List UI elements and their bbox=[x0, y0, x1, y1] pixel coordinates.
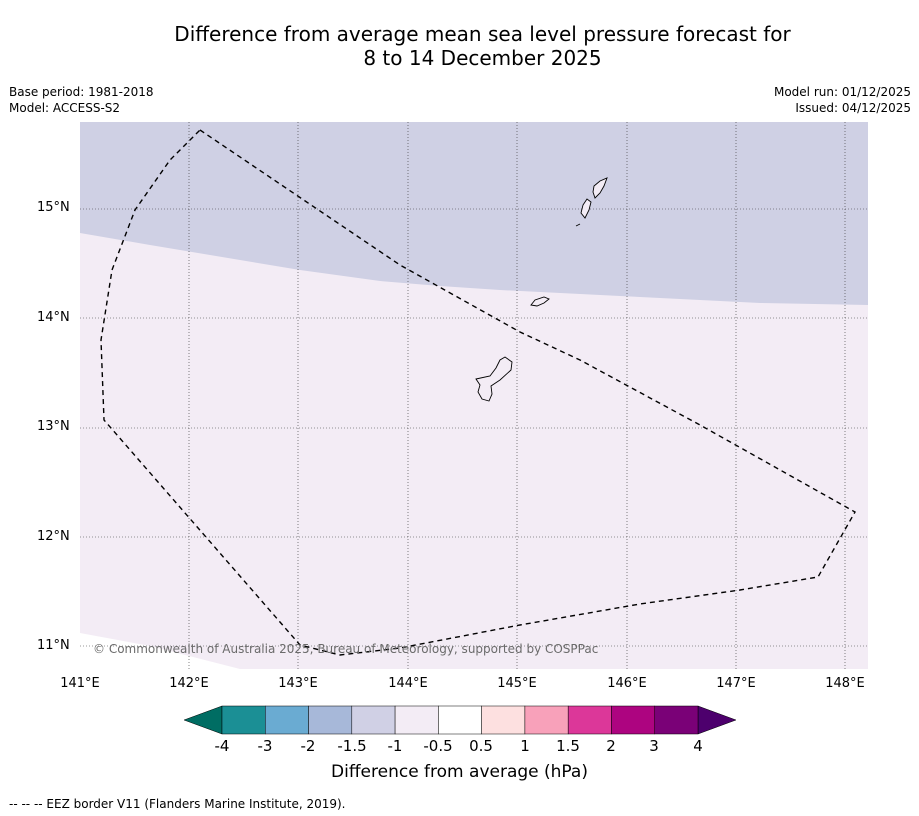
colorbar-tick: 1 bbox=[520, 737, 530, 755]
lon-label: 146°E bbox=[607, 676, 647, 691]
title-line-2: 8 to 14 December 2025 bbox=[363, 46, 602, 70]
eez-border bbox=[100, 129, 856, 656]
base-period: Base period: 1981-2018 bbox=[9, 85, 154, 99]
lon-label: 143°E bbox=[278, 676, 318, 691]
rota-island bbox=[530, 296, 550, 307]
title-line-1: Difference from average mean sea level p… bbox=[174, 22, 791, 46]
colorbar-tick: -3 bbox=[257, 737, 273, 755]
eez-legend: -- -- -- EEZ border V11 (Flanders Marine… bbox=[9, 797, 346, 811]
lon-label: 141°E bbox=[60, 676, 100, 691]
copyright-text: © Commonwealth of Australia 2025, Bureau… bbox=[93, 642, 598, 656]
lon-label: 145°E bbox=[497, 676, 537, 691]
lon-label: 142°E bbox=[169, 676, 209, 691]
lon-label: 147°E bbox=[716, 676, 756, 691]
aguijan-islet bbox=[575, 223, 581, 227]
lat-label: 11°N bbox=[37, 638, 70, 653]
colorbar-tick: -1.5 bbox=[337, 737, 367, 755]
islands bbox=[475, 177, 608, 402]
lat-label: 15°N bbox=[37, 200, 70, 215]
saipan-island bbox=[592, 177, 608, 199]
colorbar-tick: 3 bbox=[649, 737, 659, 755]
model-name: Model: ACCESS-S2 bbox=[9, 101, 121, 115]
anomaly-white-corner bbox=[80, 633, 240, 669]
lon-label: 148°E bbox=[825, 676, 865, 691]
chart-title: Difference from average mean sea level p… bbox=[0, 22, 919, 70]
colorbar-title: Difference from average (hPa) bbox=[331, 762, 588, 782]
lat-label: 12°N bbox=[37, 529, 70, 544]
colorbar-tick: -0.5 bbox=[423, 737, 453, 755]
colorbar-tick: 2 bbox=[606, 737, 616, 755]
issued-date: Issued: 04/12/2025 bbox=[795, 101, 911, 115]
colorbar-tick: 4 bbox=[693, 737, 703, 755]
lat-label: 14°N bbox=[37, 310, 70, 325]
colorbar-tick: -4 bbox=[214, 737, 230, 755]
colorbar-tick: 1.5 bbox=[556, 737, 580, 755]
colorbar-tick: 0.5 bbox=[469, 737, 493, 755]
lat-label: 13°N bbox=[37, 419, 70, 434]
anomaly-band-upper bbox=[80, 122, 868, 305]
colorbar-tick: -1 bbox=[387, 737, 403, 755]
lon-label: 144°E bbox=[388, 676, 428, 691]
meta-left: Base period: 1981-2018 Model: ACCESS-S2 bbox=[9, 84, 154, 116]
meta-right: Model run: 01/12/2025 Issued: 04/12/2025 bbox=[774, 84, 911, 116]
model-run: Model run: 01/12/2025 bbox=[773, 85, 911, 99]
grid-lines bbox=[80, 122, 868, 669]
guam-island bbox=[475, 356, 513, 402]
colorbar-tick: -2 bbox=[300, 737, 316, 755]
tinian-island bbox=[580, 198, 592, 219]
